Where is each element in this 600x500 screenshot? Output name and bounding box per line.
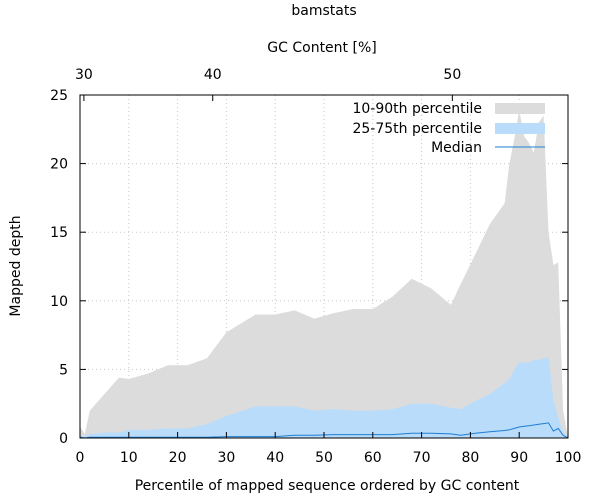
x-tick-label: 100 [555, 450, 582, 466]
x-tick-label: 10 [120, 450, 138, 466]
legend-label-10-90: 10-90th percentile [352, 101, 482, 117]
top-tick-label: 40 [204, 67, 222, 83]
x-tick-label: 50 [315, 450, 333, 466]
x-tick-label: 20 [169, 450, 187, 466]
top-tick-label: 50 [443, 67, 461, 83]
median-line [79, 422, 569, 439]
band-25-75 [80, 357, 568, 438]
x-tick-label: 90 [510, 450, 528, 466]
area-layer [80, 110, 568, 438]
x-tick-label: 30 [217, 450, 235, 466]
legend-swatch-10-90 [495, 103, 545, 114]
band-10-90 [80, 110, 568, 438]
top-tick-label: 30 [75, 67, 93, 83]
y-tick-label: 0 [59, 431, 68, 447]
top-axis-label: GC Content [%] [267, 40, 376, 56]
y-tick-label: 15 [50, 225, 68, 241]
chart-title: bamstats [291, 3, 356, 19]
x-tick-label: 0 [76, 450, 85, 466]
y-tick-label: 5 [59, 362, 68, 378]
x-tick-label: 70 [413, 450, 431, 466]
legend-swatch-25-75 [495, 123, 545, 134]
legend-label-25-75: 25-75th percentile [352, 121, 482, 137]
x-tick-label: 40 [266, 450, 284, 466]
y-tick-label: 20 [50, 157, 68, 173]
x-tick-label: 60 [364, 450, 382, 466]
y-tick-label: 25 [50, 88, 68, 104]
y-axis-label: Mapped depth [8, 215, 24, 316]
y-tick-label: 10 [50, 294, 68, 310]
line-layer [79, 422, 569, 439]
legend-label-median: Median [431, 140, 482, 156]
legend: 10-90th percentile 25-75th percentile Me… [352, 101, 545, 156]
x-tick-label: 80 [461, 450, 479, 466]
tick-layer: 0 10 20 30 40 50 60 70 80 90 100 0 5 10 15 20 25 30 40 50 [50, 67, 581, 466]
x-axis-label: Percentile of mapped sequence ordered by… [135, 478, 520, 494]
